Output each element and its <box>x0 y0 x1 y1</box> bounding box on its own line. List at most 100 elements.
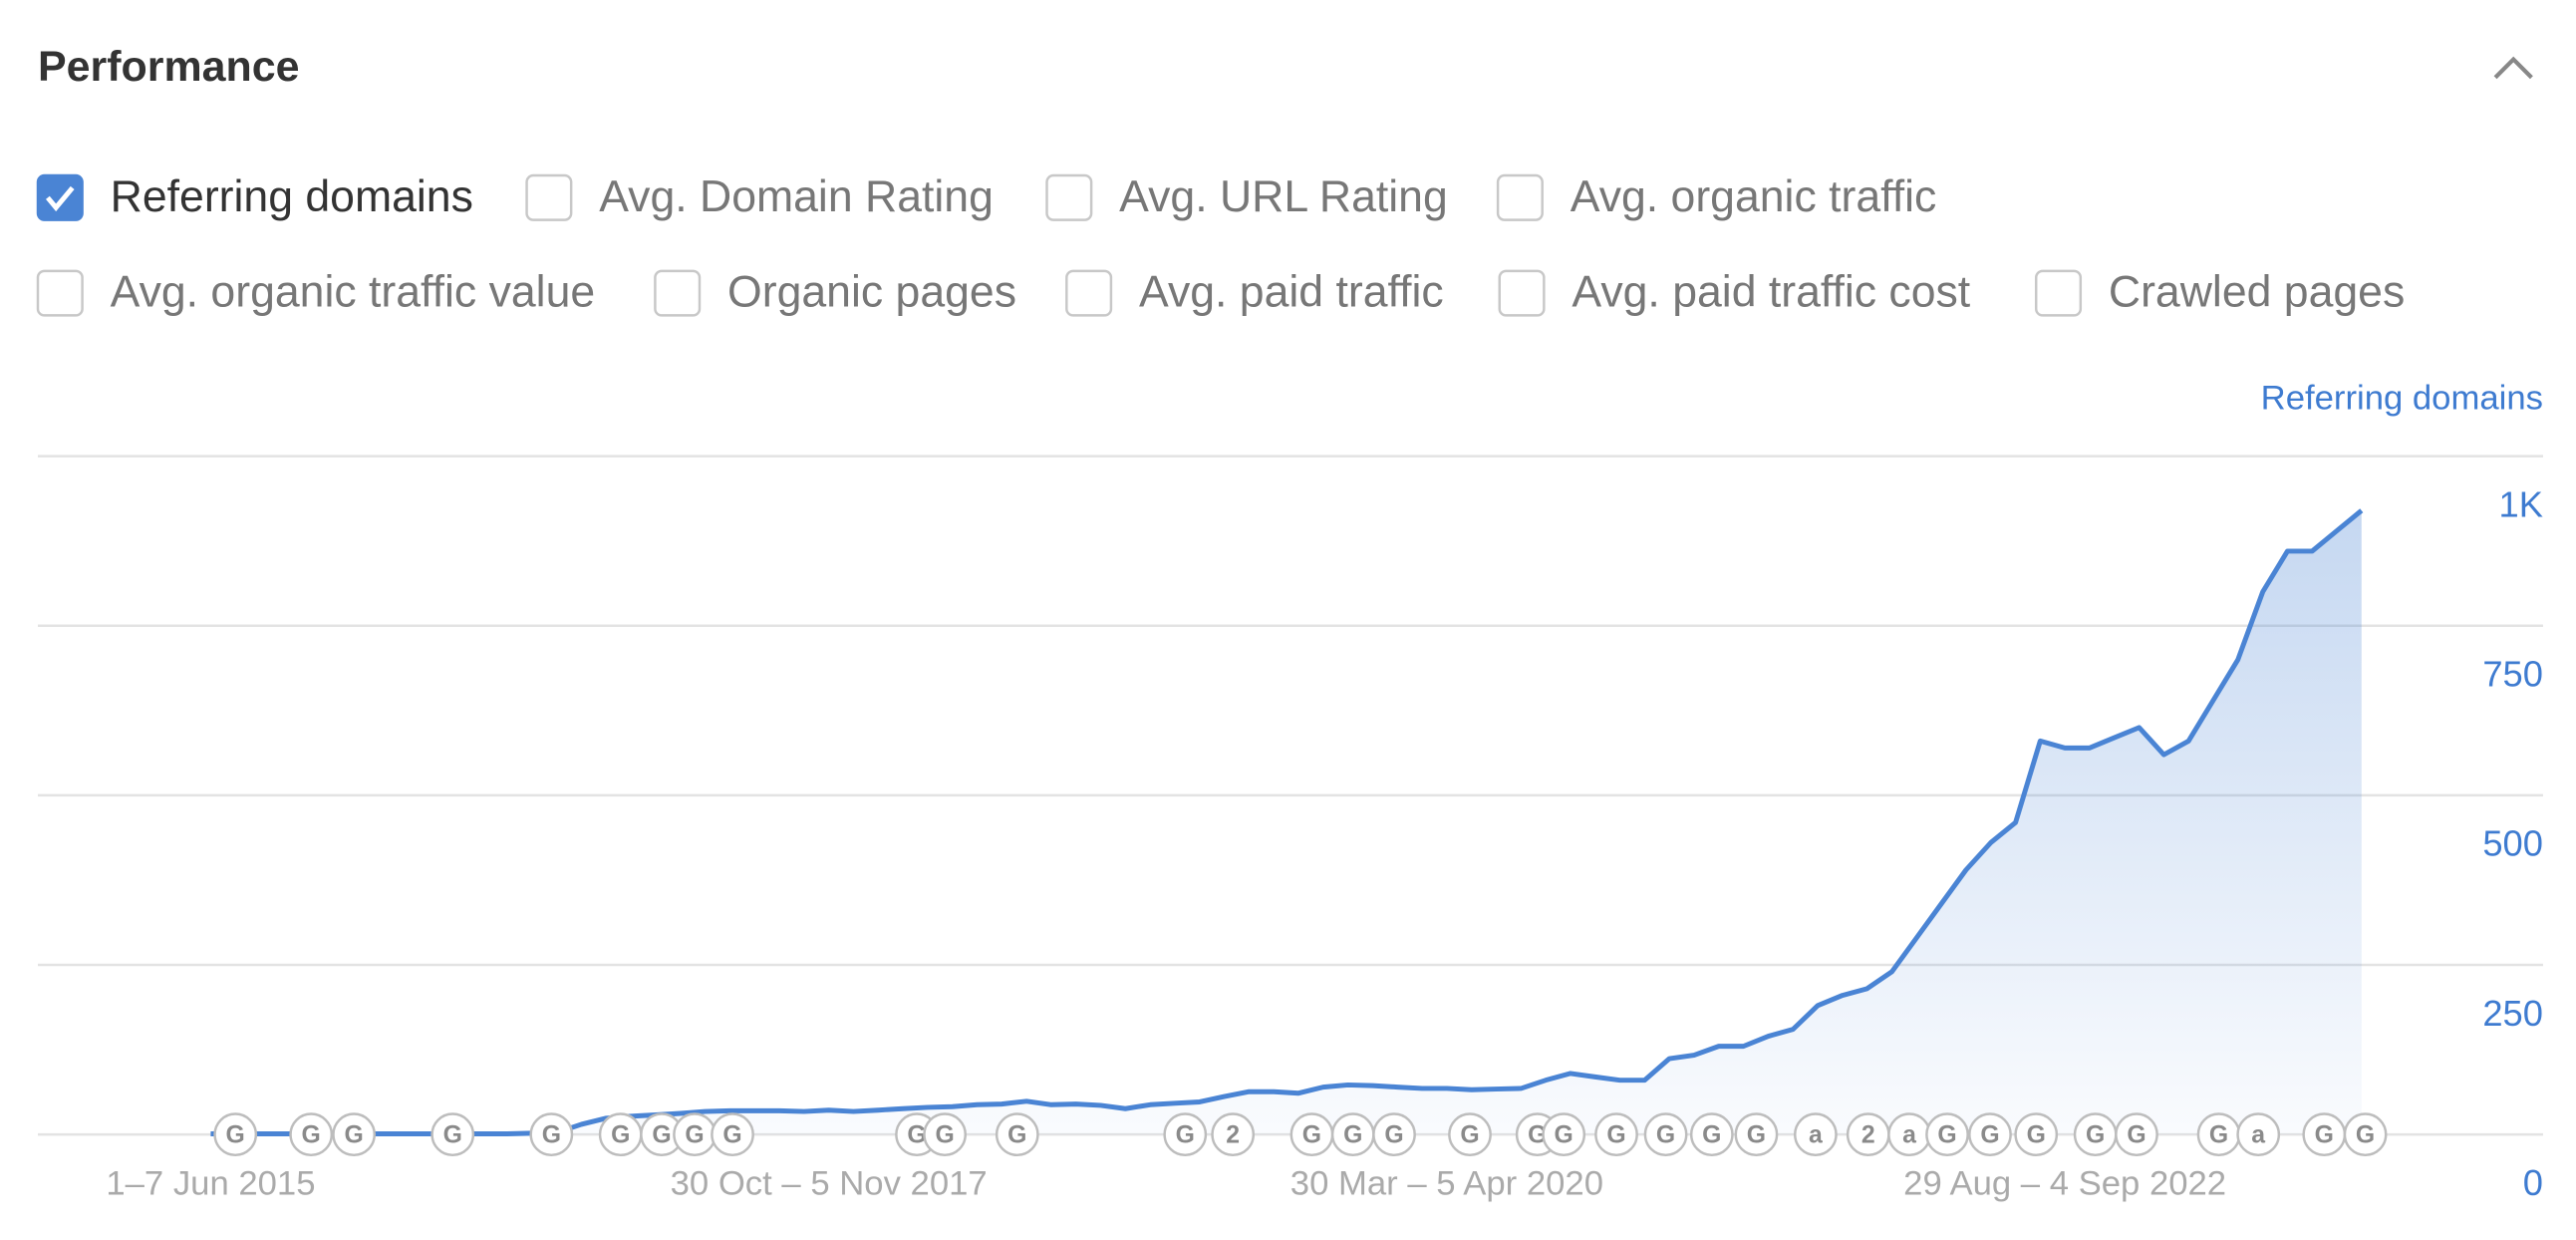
event-circle[interactable] <box>1542 1112 1586 1157</box>
event-label[interactable]: G <box>1606 1121 1625 1148</box>
event-circle[interactable] <box>995 1112 1039 1157</box>
event-marker[interactable]: G <box>1289 1112 1334 1157</box>
event-label[interactable]: G <box>1302 1121 1321 1148</box>
event-label[interactable]: G <box>935 1121 954 1148</box>
event-label[interactable]: G <box>1702 1121 1721 1148</box>
checkbox[interactable]: Avg. organic traffic value <box>36 268 596 317</box>
event-circle[interactable] <box>430 1112 475 1157</box>
event-label[interactable]: G <box>2086 1121 2105 1148</box>
event-marker[interactable]: G <box>1594 1112 1638 1157</box>
event-circle[interactable] <box>332 1112 377 1157</box>
event-marker[interactable]: G <box>289 1112 334 1157</box>
event-circle[interactable] <box>711 1112 754 1157</box>
event-label[interactable]: G <box>685 1121 704 1148</box>
checkbox-label[interactable]: Organic pages <box>727 268 1016 317</box>
event-circle[interactable] <box>1372 1112 1416 1157</box>
event-label[interactable]: a <box>2251 1121 2265 1148</box>
event-circle[interactable] <box>1643 1112 1688 1157</box>
checkbox[interactable]: Referring domains <box>36 172 473 221</box>
event-label[interactable]: G <box>302 1121 321 1148</box>
event-marker[interactable]: G <box>332 1112 377 1157</box>
checkbox[interactable]: Crawled pages <box>2034 268 2405 317</box>
event-marker[interactable]: G <box>1448 1112 1492 1157</box>
checkbox-label[interactable]: Avg. paid traffic cost <box>1572 268 1970 317</box>
checkbox-label[interactable]: Avg. Domain Rating <box>599 172 994 221</box>
event-marker[interactable]: G <box>1330 1112 1375 1157</box>
event-circle[interactable] <box>213 1112 258 1157</box>
event-label[interactable]: G <box>2315 1121 2334 1148</box>
event-label[interactable]: G <box>611 1121 630 1148</box>
event-circle[interactable] <box>1163 1112 1208 1157</box>
event-marker[interactable]: G <box>673 1112 716 1157</box>
checkbox-label[interactable]: Referring domains <box>111 172 473 221</box>
event-label[interactable]: G <box>542 1121 561 1148</box>
event-circle[interactable] <box>1689 1112 1734 1157</box>
event-marker[interactable]: G <box>2196 1112 2241 1157</box>
event-marker[interactable]: G <box>2073 1112 2118 1157</box>
event-marker[interactable]: a <box>2236 1112 2281 1157</box>
event-label[interactable]: G <box>1384 1121 1403 1148</box>
checkbox-box[interactable] <box>36 173 84 221</box>
event-circle[interactable] <box>529 1112 574 1157</box>
event-marker[interactable]: G <box>2115 1112 2158 1157</box>
checkbox[interactable]: Avg. organic traffic <box>1496 172 1937 221</box>
event-label[interactable]: G <box>722 1121 741 1148</box>
checkbox-box[interactable] <box>36 269 84 317</box>
event-marker[interactable]: G <box>995 1112 1039 1157</box>
event-label[interactable]: G <box>226 1121 245 1148</box>
collapse-chevron[interactable] <box>2493 56 2533 80</box>
event-label[interactable]: 2 <box>1861 1121 1875 1148</box>
event-marker[interactable]: 2 <box>1211 1112 1256 1157</box>
event-label[interactable]: G <box>1007 1121 1026 1148</box>
event-marker[interactable]: G <box>1163 1112 1208 1157</box>
event-label[interactable]: G <box>907 1121 926 1148</box>
checkbox-label[interactable]: Crawled pages <box>2109 268 2405 317</box>
event-label[interactable]: a <box>1809 1121 1823 1148</box>
event-marker[interactable]: G <box>598 1112 643 1157</box>
event-label[interactable]: a <box>1902 1121 1916 1148</box>
event-circle[interactable] <box>1968 1112 2012 1157</box>
event-marker[interactable]: G <box>213 1112 258 1157</box>
event-marker[interactable]: G <box>2343 1112 2388 1157</box>
event-circle[interactable] <box>1594 1112 1638 1157</box>
event-label[interactable]: G <box>1343 1121 1362 1148</box>
event-circle[interactable] <box>1448 1112 1492 1157</box>
event-label[interactable]: G <box>1747 1121 1766 1148</box>
checkbox-label[interactable]: Avg. organic traffic <box>1571 172 1937 221</box>
checkbox-label[interactable]: Avg. paid traffic <box>1139 268 1444 317</box>
event-label[interactable]: G <box>1980 1121 1999 1148</box>
event-label[interactable]: G <box>344 1121 363 1148</box>
event-label[interactable]: G <box>1555 1121 1574 1148</box>
checkbox-box[interactable] <box>2034 269 2083 317</box>
event-marker[interactable]: G <box>711 1112 754 1157</box>
event-label[interactable]: G <box>1460 1121 1479 1148</box>
checkbox-box[interactable] <box>1496 173 1544 221</box>
checkbox-label[interactable]: Avg. organic traffic value <box>111 268 596 317</box>
event-label[interactable]: G <box>2209 1121 2228 1148</box>
event-circle[interactable] <box>923 1112 967 1157</box>
checkbox[interactable]: Avg. Domain Rating <box>525 172 994 221</box>
event-marker[interactable]: G <box>1372 1112 1416 1157</box>
event-label[interactable]: G <box>2127 1121 2146 1148</box>
event-label[interactable]: G <box>652 1121 671 1148</box>
event-marker[interactable]: a <box>1887 1112 1931 1157</box>
event-label[interactable]: G <box>2356 1121 2375 1148</box>
checkbox[interactable]: Avg. URL Rating <box>1045 172 1448 221</box>
event-marker[interactable]: G <box>430 1112 475 1157</box>
event-circle[interactable] <box>2014 1112 2059 1157</box>
event-label[interactable]: G <box>1176 1121 1195 1148</box>
event-label[interactable]: G <box>1528 1121 1547 1148</box>
event-label[interactable]: G <box>1656 1121 1675 1148</box>
event-label[interactable]: 2 <box>1226 1121 1240 1148</box>
event-marker[interactable]: 2 <box>1846 1112 1890 1157</box>
checkbox[interactable]: Avg. paid traffic <box>1065 268 1444 317</box>
event-circle[interactable] <box>289 1112 334 1157</box>
event-label[interactable]: G <box>443 1121 462 1148</box>
checkbox-label[interactable]: Avg. URL Rating <box>1119 172 1448 221</box>
event-marker[interactable]: G <box>2014 1112 2059 1157</box>
event-marker[interactable]: G <box>1925 1112 1969 1157</box>
event-circle[interactable] <box>2343 1112 2388 1157</box>
checkbox-box[interactable] <box>1065 269 1113 317</box>
event-label[interactable]: G <box>2027 1121 2046 1148</box>
checkbox[interactable]: Avg. paid traffic cost <box>1498 268 1971 317</box>
